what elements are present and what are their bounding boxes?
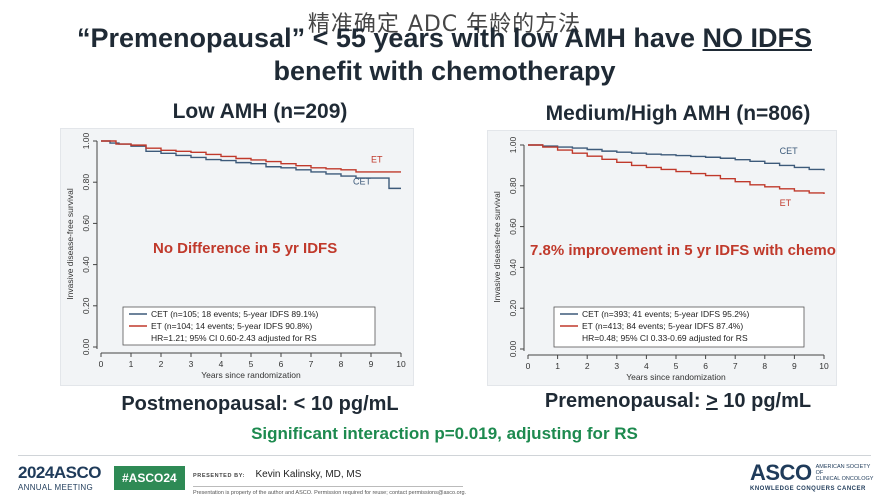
title-prefix: “Premenopausal” < 55 years with low AMH … [77,23,702,53]
annual-meeting-logo: 2024ASCO ANNUAL MEETING [18,463,101,492]
presenter-divider [193,486,463,487]
y-tick-label: 0.40 [508,259,518,276]
series-label-cet: CET [353,176,372,186]
right-panel-heading: Medium/High AMH (n=806) [488,102,868,126]
legend-entry: CET (n=393; 41 events; 5-year IDFS 95.2%… [582,309,749,319]
left-panel-caption: Postmenopausal: < 10 pg/mL [60,393,460,416]
y-tick-label: 0.00 [81,338,91,355]
x-tick-label: 1 [555,361,560,371]
legend-entry: ET (n=413; 84 events; 5-year IDFS 87.4%) [582,321,743,331]
x-tick-label: 6 [279,359,284,369]
asco-logo: ASCO [750,460,812,486]
right-chart-panel: 0.00 0.20 0.40 0.60 0.80 1.00 0 1 2 3 4 5 6 7 8 9 10 Year… [487,130,837,386]
asco-logo-block: ASCO AMERICAN SOCIETY OF CLINICAL ONCOLO… [750,460,875,492]
chart-annotation: No Difference in 5 yr IDFS [153,240,337,257]
x-tick-label: 2 [585,361,590,371]
left-km-chart: 0.00 0.20 0.40 0.60 0.80 1.00 0 1 2 3 4 5 6 7 8 9 10 Year… [61,129,413,385]
y-tick-label: 0.60 [81,215,91,232]
series-label-cet: CET [780,146,799,156]
asco-tagline: KNOWLEDGE CONQUERS CANCER [750,486,875,492]
meeting-org: ASCO [54,463,101,482]
x-tick-label: 10 [396,359,406,369]
x-tick-label: 8 [339,359,344,369]
y-tick-label: 0.80 [81,174,91,191]
slide-title-line2: benefit with chemotherapy [0,55,889,87]
legend-entry: ET (n=104; 14 events; 5-year IDFS 90.8%) [151,321,312,331]
caption-suffix: 10 pg/mL [718,390,811,412]
x-tick-label: 1 [129,359,134,369]
x-tick-label: 10 [819,361,829,371]
legend-entry: HR=0.48; 95% CI 0.33-0.69 adjusted for R… [582,333,748,343]
x-tick-label: 5 [674,361,679,371]
y-tick-label: 1.00 [81,132,91,149]
footer-divider [18,455,871,456]
series-label-et: ET [780,198,792,208]
x-tick-label: 4 [644,361,649,371]
x-tick-label: 2 [159,359,164,369]
x-tick-label: 5 [249,359,254,369]
y-tick-label: 1.00 [508,136,518,153]
x-tick-label: 0 [526,361,531,371]
y-tick-label: 0.20 [508,300,518,317]
chart-annotation: 7.8% improvement in 5 yr IDFS with chemo [530,242,836,259]
meeting-subtitle: ANNUAL MEETING [18,483,101,492]
hashtag-badge: #ASCO24 [114,466,185,490]
legend-entry: CET (n=105; 18 events; 5-year IDFS 89.1%… [151,309,318,319]
y-tick-label: 0.00 [508,340,518,357]
caption-ge-symbol: > [706,390,718,412]
x-axis-title: Years since randomization [201,370,301,380]
right-km-chart: 0.00 0.20 0.40 0.60 0.80 1.00 0 1 2 3 4 5 6 7 8 9 10 Year… [488,131,836,385]
y-tick-label: 0.80 [508,177,518,194]
right-panel-caption: Premenopausal: > 10 pg/mL [488,390,868,413]
presented-by-label: PRESENTED BY: [193,473,245,479]
series-label-et: ET [371,155,383,165]
asco-org-line1: AMERICAN SOCIETY OF [816,464,875,476]
y-tick-label: 0.40 [81,256,91,273]
presenter-name: Kevin Kalinsky, MD, MS [255,469,361,480]
y-axis-title: Invasive disease-free survival [65,188,75,300]
legend-entry: HR=1.21; 95% CI 0.60-2.43 adjusted for R… [151,333,317,343]
y-tick-label: 0.60 [508,218,518,235]
x-tick-label: 6 [703,361,708,371]
meeting-year: 2024 [18,463,54,482]
asco-org-line2: CLINICAL ONCOLOGY [816,476,875,482]
x-axis-title: Years since randomization [626,372,726,382]
x-tick-label: 4 [219,359,224,369]
y-tick-label: 0.20 [81,297,91,314]
y-axis-title: Invasive disease-free survival [492,191,502,303]
slide-title-line1: “Premenopausal” < 55 years with low AMH … [0,22,889,54]
presenter-block: PRESENTED BY: Kevin Kalinsky, MD, MS Pre… [193,464,493,496]
left-panel-heading: Low AMH (n=209) [60,100,460,124]
x-tick-label: 3 [189,359,194,369]
interaction-note: Significant interaction p=0.019, adjusti… [0,424,889,444]
caption-prefix: Premenopausal: [545,390,706,412]
x-tick-label: 7 [309,359,314,369]
x-tick-label: 3 [614,361,619,371]
series-et-line [101,141,401,172]
x-tick-label: 8 [762,361,767,371]
x-tick-label: 0 [99,359,104,369]
title-emphasis: NO IDFS [702,23,812,53]
x-tick-label: 9 [792,361,797,371]
disclaimer-text: Presentation is property of the author a… [193,490,493,496]
x-tick-label: 9 [369,359,374,369]
x-tick-label: 7 [733,361,738,371]
left-chart-panel: 0.00 0.20 0.40 0.60 0.80 1.00 0 1 2 3 4 5 6 7 8 9 10 Year… [60,128,414,386]
